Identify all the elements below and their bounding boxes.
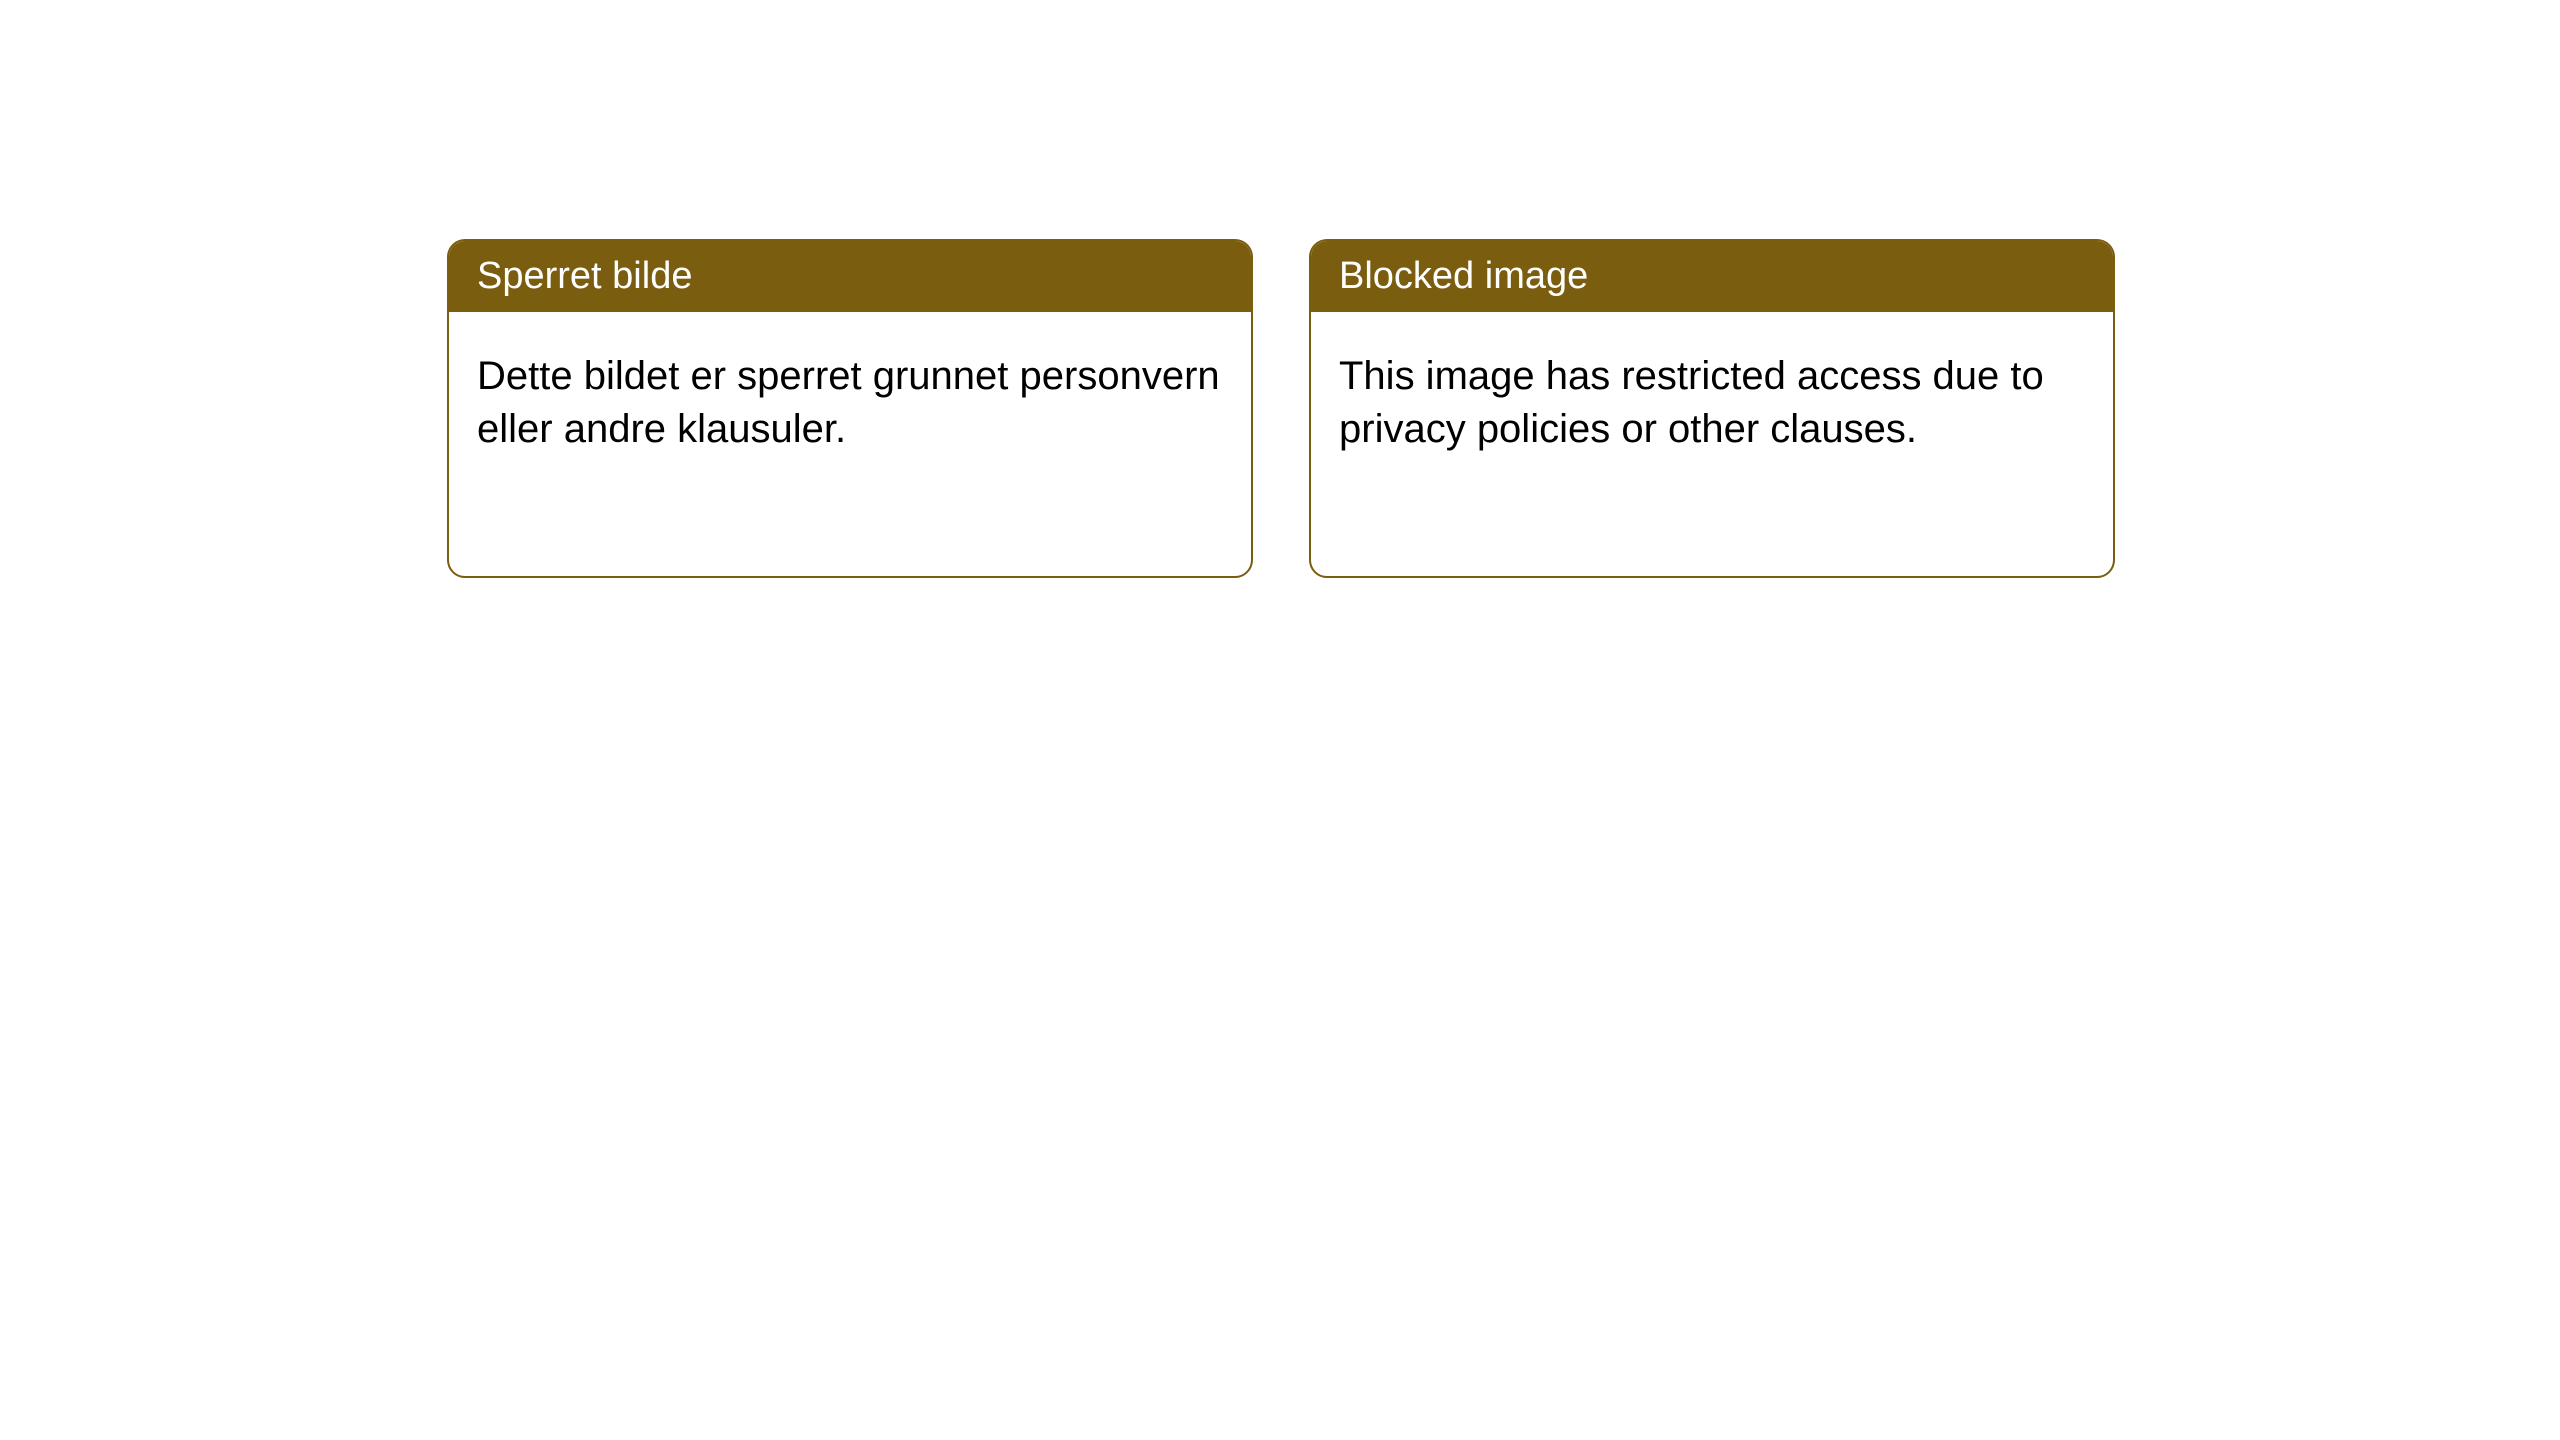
- blocked-image-card-no: Sperret bilde Dette bildet er sperret gr…: [447, 239, 1253, 578]
- card-body-text: This image has restricted access due to …: [1339, 354, 2044, 451]
- card-body: Dette bildet er sperret grunnet personve…: [449, 312, 1251, 494]
- card-header: Blocked image: [1311, 241, 2113, 312]
- blocked-image-card-en: Blocked image This image has restricted …: [1309, 239, 2115, 578]
- card-body: This image has restricted access due to …: [1311, 312, 2113, 494]
- card-header: Sperret bilde: [449, 241, 1251, 312]
- card-title: Sperret bilde: [477, 255, 692, 297]
- notice-card-container: Sperret bilde Dette bildet er sperret gr…: [447, 239, 2115, 578]
- card-title: Blocked image: [1339, 255, 1588, 297]
- card-body-text: Dette bildet er sperret grunnet personve…: [477, 354, 1220, 451]
